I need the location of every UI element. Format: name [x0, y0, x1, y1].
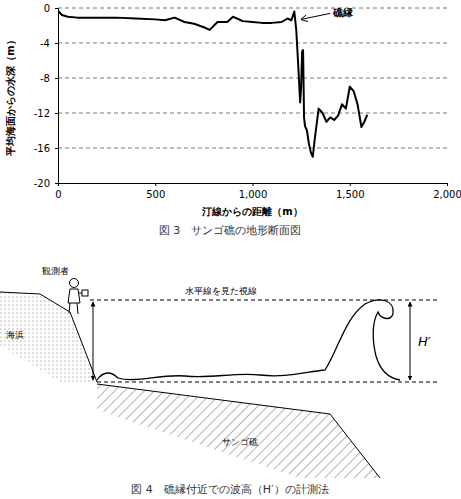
- x-tick: 0: [55, 183, 61, 200]
- beach: [0, 292, 97, 382]
- grid-line: [58, 78, 447, 79]
- reef: [97, 384, 380, 478]
- beach-label: 海浜: [6, 330, 24, 340]
- annotation-arrow: [301, 13, 330, 19]
- y-tick-label: -12: [34, 108, 50, 119]
- wave-height-arrow: [410, 302, 411, 380]
- x-tick-mark: [350, 183, 351, 186]
- y-tick: -8: [40, 73, 58, 84]
- y-axis: -20 -16 -12 -8 -4 0: [34, 3, 59, 189]
- y-tick-label: -8: [40, 73, 50, 84]
- x-tick: 1,500: [336, 183, 365, 200]
- profile-line: [58, 11, 367, 157]
- y-tick-mark: [55, 148, 58, 149]
- y-tick-mark: [55, 43, 58, 44]
- y-tick: -12: [34, 108, 58, 119]
- y-tick-mark: [55, 113, 58, 114]
- x-tick: 1,000: [239, 183, 268, 200]
- beach-surface: [0, 292, 97, 382]
- diagram-caption: 図 4 礁縁付近での波高（H′）の計測法: [131, 483, 328, 496]
- x-tick-mark: [447, 183, 448, 186]
- figure-caption: 図 3 サンゴ礁の地形断面図: [159, 224, 302, 237]
- x-tick-label: 500: [146, 189, 165, 200]
- x-axis-title: 汀線からの距離（m）: [201, 206, 302, 217]
- grid: [58, 8, 447, 148]
- plot-area: [58, 11, 367, 157]
- x-tick: 500: [146, 183, 165, 200]
- grid-line: [58, 113, 447, 114]
- y-tick: -16: [34, 143, 58, 154]
- observer-figure: [68, 279, 88, 315]
- sea-level-line: [97, 382, 440, 383]
- x-tick-label: 2,000: [433, 189, 461, 200]
- height-label: H′: [418, 334, 431, 349]
- figure: 0 500 1,000 1,500 2,000 -20 -16 -12 -8 -4 0 汀線からの距離…: [0, 0, 461, 499]
- y-tick: 0: [44, 3, 58, 14]
- y-tick-label: -16: [34, 143, 50, 154]
- sight-line: [90, 300, 440, 301]
- y-axis-title: 平均海面からの水深（m）: [5, 35, 16, 156]
- x-tick: 2,000: [433, 183, 461, 200]
- y-tick-mark: [55, 183, 58, 184]
- reef-surface: [97, 384, 380, 478]
- y-tick-label: -4: [40, 38, 50, 49]
- observer-label: 観測者: [42, 266, 69, 276]
- diagram: 観測者水平線を見た視線海浜サンゴ礁 H′ 図 4 礁縁付近での波高（H′）の計測法: [0, 266, 440, 496]
- x-axis-line: [59, 184, 448, 187]
- y-tick-mark: [55, 8, 58, 9]
- y-tick: -20: [34, 178, 58, 189]
- x-tick-label: 1,500: [336, 189, 365, 200]
- y-axis-line: [55, 9, 59, 184]
- grid-line: [58, 148, 447, 149]
- sight-line-label: 水平線を見た視線: [185, 286, 257, 296]
- reef-label: サンゴ礁: [222, 437, 258, 447]
- grid-line: [58, 8, 447, 9]
- y-tick: -4: [40, 38, 58, 49]
- x-axis: 0 500 1,000 1,500 2,000: [55, 183, 461, 200]
- x-tick-mark: [155, 183, 156, 186]
- x-tick-label: 0: [55, 189, 61, 200]
- x-tick-mark: [253, 183, 254, 186]
- y-tick-label: 0: [44, 3, 50, 14]
- x-tick-label: 1,000: [239, 189, 268, 200]
- grid-line: [58, 43, 447, 44]
- eye-height-arrow: [93, 302, 94, 380]
- water-surface: [97, 300, 400, 380]
- annotation-label: 礁縁: [332, 7, 354, 18]
- y-tick-label: -20: [34, 178, 50, 189]
- y-tick-mark: [55, 78, 58, 79]
